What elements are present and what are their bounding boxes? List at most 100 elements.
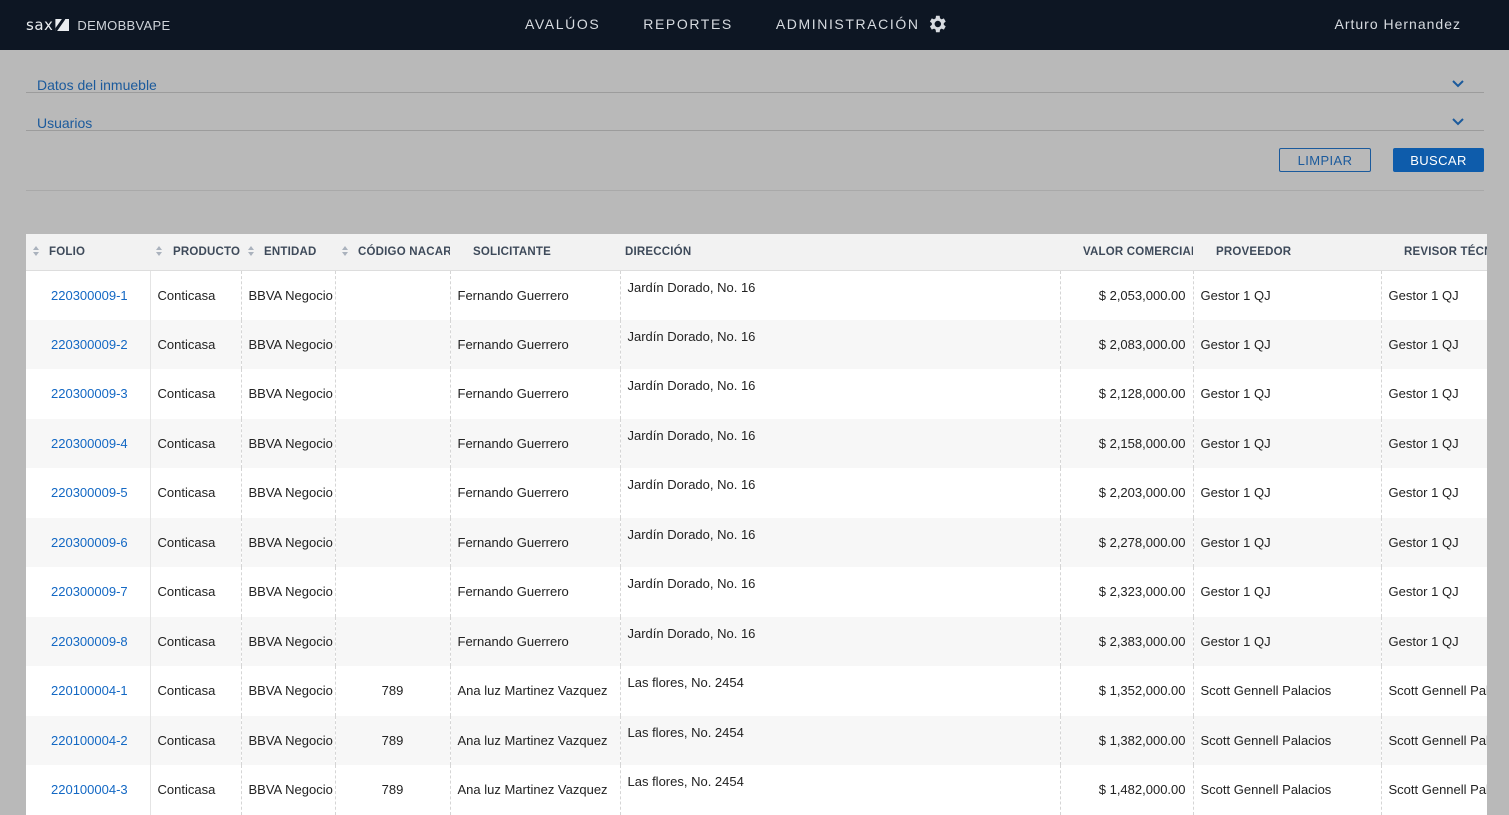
column-header-folio[interactable]: FOLIO (26, 234, 150, 271)
codigo-nacar-cell (335, 319, 451, 369)
table-body: 220300009-1 Conticasa BBVA Negocio Fernando… (26, 270, 1487, 815)
folio-cell[interactable]: 220300009-5 (26, 468, 151, 518)
gear-icon[interactable] (926, 13, 948, 35)
folio-cell[interactable]: 220300009-3 (26, 369, 151, 419)
solicitante-cell: Fernando Guerrero (450, 270, 621, 320)
proveedor-cell: Scott Gennell Palacios (1193, 715, 1382, 765)
producto-cell: Conticasa (150, 567, 242, 617)
folio-cell[interactable]: 220100004-1 (26, 666, 151, 716)
producto-cell: Conticasa (150, 319, 242, 369)
folio-cell[interactable]: 220300009-4 (26, 418, 151, 468)
folio-cell[interactable]: 220100004-2 (26, 715, 151, 765)
folio-cell[interactable]: 220300009-1 (26, 270, 151, 320)
producto-cell: Conticasa (150, 517, 242, 567)
direccion-cell: Las flores, No. 2454 (620, 666, 1061, 716)
codigo-nacar-cell (335, 468, 451, 518)
brand-name: DEMOBBVAPE (77, 17, 171, 33)
folio-cell[interactable]: 220300009-7 (26, 567, 151, 617)
folio-cell[interactable]: 220100004-3 (26, 765, 151, 815)
table-row[interactable]: 220300009-3 Conticasa BBVA Negocio Fernando… (26, 369, 1487, 419)
table-row[interactable]: 220300009-7 Conticasa BBVA Negocio Fernando… (26, 567, 1487, 617)
clear-button[interactable]: LIMPIAR (1279, 148, 1371, 172)
codigo-nacar-cell (335, 369, 451, 419)
table-row[interactable]: 220100004-2 Conticasa BBVA Negocio 789 Ana l… (26, 715, 1487, 765)
section-datos-inmueble[interactable]: Datos del inmueble (26, 55, 1484, 93)
sort-icon[interactable] (248, 246, 254, 258)
codigo-nacar-cell (335, 616, 451, 666)
user-name[interactable]: Arturo Hernandez (1334, 16, 1461, 32)
valor-comercial-cell: $ 1,352,000.00 (1060, 666, 1194, 716)
direccion-cell: Las flores, No. 2454 (620, 715, 1061, 765)
producto-cell: Conticasa (150, 715, 242, 765)
table-row[interactable]: 220300009-6 Conticasa BBVA Negocio Fernando… (26, 517, 1487, 567)
table-row[interactable]: 220300009-4 Conticasa BBVA Negocio Fernando… (26, 418, 1487, 468)
producto-cell: Conticasa (150, 468, 242, 518)
nav-item-reportes[interactable]: REPORTES (643, 16, 733, 32)
entidad-cell: BBVA Negocio (241, 666, 336, 716)
valor-comercial-cell: $ 1,382,000.00 (1060, 715, 1194, 765)
proveedor-cell: Gestor 1 QJ (1193, 369, 1382, 419)
nav-item-avaluos[interactable]: AVALÚOS (525, 16, 601, 32)
entidad-cell: BBVA Negocio (241, 319, 336, 369)
codigo-nacar-cell: 789 (335, 765, 451, 815)
revisor-tecnico-cell: Gestor 1 QJ (1381, 418, 1487, 468)
entidad-cell: BBVA Negocio (241, 369, 336, 419)
entidad-cell: BBVA Negocio (241, 715, 336, 765)
table-row[interactable]: 220300009-1 Conticasa BBVA Negocio Fernando… (26, 270, 1487, 320)
logo-text: sax (26, 16, 54, 34)
entidad-cell: BBVA Negocio (241, 468, 336, 518)
valor-comercial-cell: $ 2,278,000.00 (1060, 517, 1194, 567)
nav-item-administracion[interactable]: ADMINISTRACIÓN (775, 16, 920, 32)
section-title: Usuarios (37, 115, 93, 131)
valor-comercial-cell: $ 2,053,000.00 (1060, 270, 1194, 320)
column-header-producto[interactable]: PRODUCTO (150, 234, 241, 271)
sort-icon[interactable] (342, 246, 348, 258)
solicitante-cell: Fernando Guerrero (450, 418, 621, 468)
section-usuarios[interactable]: Usuarios (26, 93, 1484, 131)
direccion-cell: Jardín Dorado, No. 16 (620, 616, 1061, 666)
valor-comercial-cell: $ 2,158,000.00 (1060, 418, 1194, 468)
folio-cell[interactable]: 220300009-8 (26, 616, 151, 666)
column-header-entidad[interactable]: ENTIDAD (241, 234, 335, 271)
column-header-proveedor[interactable]: PROVEEDOR (1193, 234, 1394, 271)
folio-cell[interactable]: 220300009-6 (26, 517, 151, 567)
solicitante-cell: Fernando Guerrero (450, 319, 621, 369)
table-row[interactable]: 220300009-2 Conticasa BBVA Negocio Fernando… (26, 319, 1487, 369)
producto-cell: Conticasa (150, 616, 242, 666)
entidad-cell: BBVA Negocio (241, 270, 336, 320)
revisor-tecnico-cell: Gestor 1 QJ (1381, 319, 1487, 369)
sort-icon[interactable] (33, 246, 39, 258)
table-row[interactable]: 220300009-8 Conticasa BBVA Negocio Fernando… (26, 616, 1487, 666)
direccion-cell: Jardín Dorado, No. 16 (620, 517, 1061, 567)
codigo-nacar-cell: 789 (335, 666, 451, 716)
proveedor-cell: Gestor 1 QJ (1193, 418, 1382, 468)
column-header-valor-comercial[interactable]: VALOR COMERCIAL (1060, 234, 1206, 271)
table-row[interactable]: 220100004-1 Conticasa BBVA Negocio 789 Ana l… (26, 666, 1487, 716)
revisor-tecnico-cell: Scott Gennell Palacios (1381, 715, 1487, 765)
entidad-cell: BBVA Negocio (241, 517, 336, 567)
column-header-solicitante[interactable]: SOLICITANTE (450, 234, 620, 271)
column-header-codigo-nacar[interactable]: CÓDIGO NACAR (335, 234, 452, 271)
folio-cell[interactable]: 220300009-2 (26, 319, 151, 369)
direccion-cell: Jardín Dorado, No. 16 (620, 468, 1061, 518)
direccion-cell: Jardín Dorado, No. 16 (620, 567, 1061, 617)
column-header-revisor-tecnico[interactable]: REVISOR TÉCNICO (1381, 234, 1487, 271)
revisor-tecnico-cell: Gestor 1 QJ (1381, 369, 1487, 419)
direccion-cell: Jardín Dorado, No. 16 (620, 369, 1061, 419)
solicitante-cell: Fernando Guerrero (450, 616, 621, 666)
divider (26, 190, 1484, 191)
proveedor-cell: Gestor 1 QJ (1193, 517, 1382, 567)
brand[interactable]: sax DEMOBBVAPE (26, 16, 170, 34)
column-header-direccion[interactable]: DIRECCIÓN (620, 234, 1073, 271)
proveedor-cell: Gestor 1 QJ (1193, 319, 1382, 369)
search-button[interactable]: BUSCAR (1393, 148, 1484, 172)
table-row[interactable]: 220300009-5 Conticasa BBVA Negocio Fernando… (26, 468, 1487, 518)
revisor-tecnico-cell: Gestor 1 QJ (1381, 517, 1487, 567)
sort-icon[interactable] (156, 246, 162, 258)
table-row[interactable]: 220100004-3 Conticasa BBVA Negocio 789 Ana l… (26, 765, 1487, 815)
proveedor-cell: Gestor 1 QJ (1193, 270, 1382, 320)
direccion-cell: Jardín Dorado, No. 16 (620, 270, 1061, 320)
producto-cell: Conticasa (150, 270, 242, 320)
revisor-tecnico-cell: Scott Gennell Palacios (1381, 765, 1487, 815)
codigo-nacar-cell (335, 418, 451, 468)
